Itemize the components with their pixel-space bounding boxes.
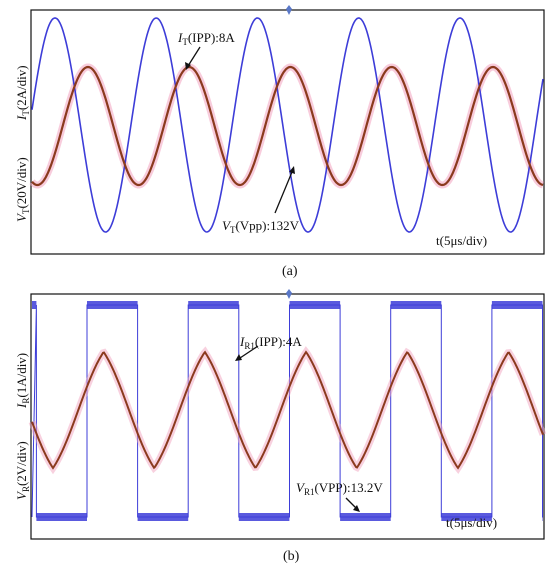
panel-b-annotation-voltage: VR1(VPP):13.2V [296, 480, 383, 497]
panel-b-arrowhead-voltage [353, 505, 360, 512]
panel-b-y-label-voltage: VR(2V/div) [14, 441, 31, 500]
panel-b-traces [28, 301, 547, 521]
panel-b-square-low-plateau [340, 513, 391, 521]
panel-b-square-high-plateau [87, 301, 138, 309]
panel-b-square-high-plateau [491, 301, 543, 309]
trigger-marker-icon [286, 289, 292, 299]
panel-b-square-low-plateau [542, 513, 543, 521]
panel-a-arrow-current [187, 46, 201, 67]
panel-a-y-label-current: IT(2A/div) [14, 65, 31, 121]
panel-a-arrow-voltage [274, 171, 293, 214]
panel-b-triangle-trace [31, 350, 544, 470]
panel-b: IR(1A/div) VR(2V/div) IR1(IPP):4A VR1(VP… [14, 289, 547, 564]
panel-b-square-high-plateau [289, 301, 341, 309]
panel-b-square-low-plateau [137, 513, 189, 521]
panel-a-annotation-current: IT(IPP):8A [177, 30, 235, 47]
panel-a-y-label-voltage: VT(20V/div) [14, 157, 31, 222]
panel-b-square-high-plateau [32, 301, 37, 309]
panel-b-label: (b) [283, 549, 300, 564]
panel-a-arrowhead-current [185, 62, 191, 70]
panel-a-label: (a) [282, 264, 298, 279]
panel-b-square-low-plateau [36, 513, 87, 521]
panel-b-square-high-plateau [188, 301, 239, 309]
trigger-marker-icon [286, 5, 292, 15]
panel-b-square-trace [31, 304, 543, 518]
panel-a-voltage-trace [31, 65, 544, 187]
panel-a-annotation-voltage: VT(Vpp):132V [222, 218, 300, 235]
panel-b-arrow-voltage [345, 497, 357, 509]
panel-a-x-label: t(5μs/div) [436, 233, 487, 248]
panel-b-arrow-current [239, 345, 259, 359]
panel-a-traces [29, 17, 545, 233]
panel-b-square-low-plateau [441, 513, 492, 521]
panel-b-square-high-plateau [390, 301, 442, 309]
panel-b-arrowhead-current [235, 354, 242, 361]
panel-a: IT(2A/div) VT(20V/div) IT(IPP):8A VT(Vpp… [14, 5, 545, 279]
panel-b-square-low-plateau [238, 513, 290, 521]
panel-a-arrowhead-voltage [289, 166, 295, 174]
panel-b-y-label-current: IR(1A/div) [14, 353, 31, 409]
panel-b-annotation-current: IR1(IPP):4A [239, 334, 302, 351]
panel-b-frame [30, 293, 545, 540]
panel-b-x-label: t(5μs/div) [446, 515, 497, 530]
panel-a-current-trace [31, 17, 544, 233]
